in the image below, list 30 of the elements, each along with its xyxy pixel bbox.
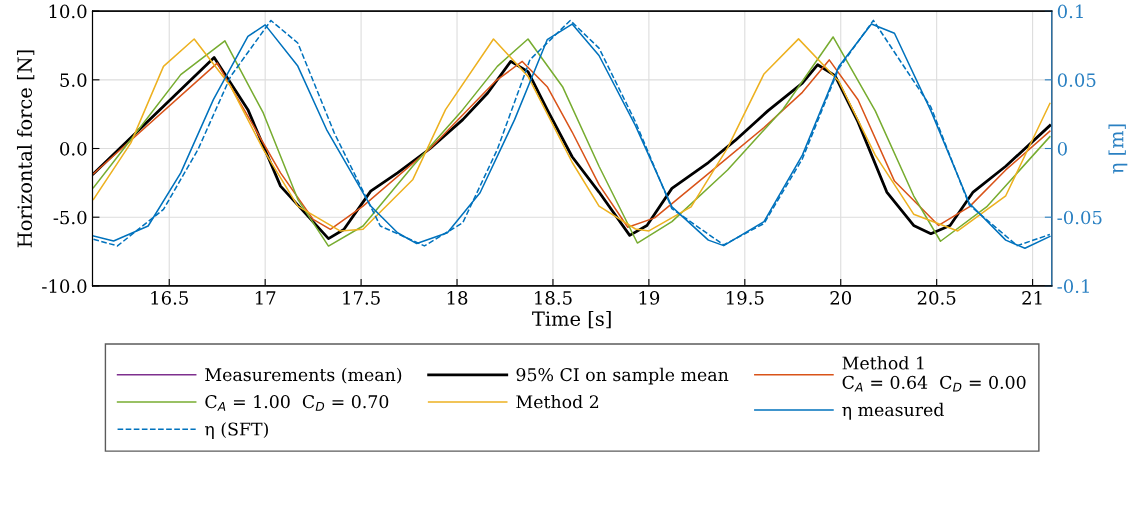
y2-tick-label: 0.05 [1057,73,1096,87]
y-axis-title: Horizontal force [N] [16,50,35,248]
y-tick-label: 0.0 [60,141,87,156]
x-axis-title: Time [s] [532,311,611,329]
x-tick-label: 16.5 [151,291,188,305]
legend-label: Measurements (mean) [205,367,402,384]
x-tick-label: 21 [1022,291,1042,305]
y-tick-label: 10.0 [49,4,87,19]
y2-tick-label: 0 [1057,141,1067,156]
legend-label: C$_{A}$ = 1.00 C$_{D}$ = 0.70 [205,395,389,411]
y2-tick-label: -0.05 [1057,210,1102,225]
legend-label: Method 1 C$_{A}$ = 0.64 C$_{D}$ = 0.00 [842,356,1026,392]
y2-tick-label: 0.1 [1057,4,1083,19]
legend-label: Method 2 [516,394,599,409]
x-tick-label: 19 [639,291,660,305]
y-tick-label: -10.0 [42,279,87,294]
y-tick-label: -5.0 [53,210,87,225]
x-tick-label: 17 [255,291,276,305]
legend-label: η measured [842,402,944,420]
x-tick-label: 20.5 [917,291,956,305]
x-tick-label: 18.5 [535,291,572,305]
x-tick-label: 20 [830,291,852,305]
legend-label: 95% CI on sample mean [516,367,729,385]
x-tick-label: 18 [447,291,468,305]
y2-tick-label: -0.1 [1057,279,1089,294]
x-tick-label: 19.5 [726,291,764,305]
legend-label: η (SFT) [205,422,268,439]
y2-axis-title: η [m] [1108,124,1128,174]
x-tick-label: 17.5 [343,291,380,305]
y-tick-label: 5.0 [60,73,87,87]
